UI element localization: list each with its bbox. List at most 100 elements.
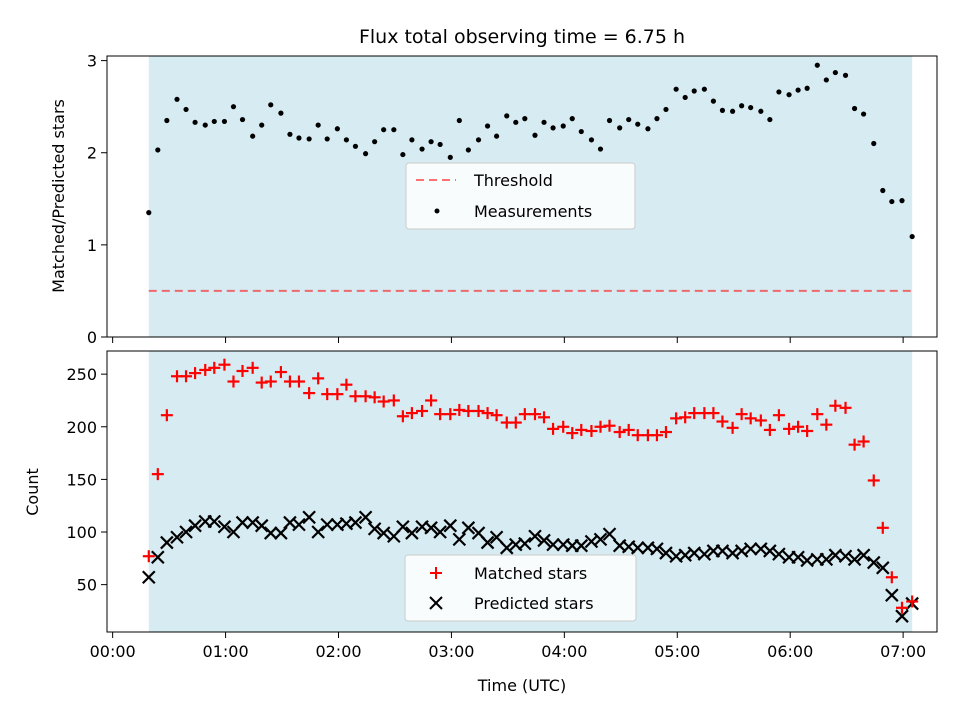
predicted-star-marker bbox=[499, 541, 514, 555]
matched-star-marker bbox=[754, 414, 767, 427]
predicted-star-marker bbox=[593, 532, 608, 547]
matched-star-marker bbox=[716, 415, 729, 428]
measurement-point bbox=[447, 154, 453, 160]
measurement-point bbox=[814, 62, 820, 68]
matched-star-marker bbox=[142, 550, 155, 563]
measurement-point bbox=[287, 131, 293, 137]
measurement-point bbox=[560, 123, 566, 129]
measurement-point bbox=[842, 72, 849, 78]
measurement-point bbox=[871, 140, 877, 147]
matched-star-marker bbox=[622, 423, 635, 436]
x-tick-label: 05:00 bbox=[654, 642, 700, 661]
matched-star-marker bbox=[349, 390, 362, 403]
measurement-point bbox=[409, 137, 415, 143]
measurement-point bbox=[362, 151, 369, 157]
measurement-point bbox=[400, 151, 406, 158]
y-tick-label: 200 bbox=[66, 418, 97, 437]
measurement-point bbox=[183, 106, 189, 113]
matched-star-marker bbox=[151, 468, 164, 481]
measurement-point bbox=[710, 98, 717, 104]
measurement-point bbox=[739, 103, 745, 109]
matched-star-marker bbox=[772, 409, 785, 422]
y-tick-label: 2 bbox=[87, 144, 97, 163]
predicted-star-marker bbox=[348, 515, 363, 530]
predicted-star-marker bbox=[630, 541, 645, 555]
matched-star-marker bbox=[603, 419, 616, 432]
matched-star-marker bbox=[189, 367, 202, 380]
measurement-point bbox=[889, 198, 895, 205]
x-tick-label: 04:00 bbox=[541, 642, 587, 661]
predicted-star-marker bbox=[142, 570, 156, 585]
measurement-point bbox=[823, 77, 829, 83]
matched-star-marker bbox=[735, 408, 748, 421]
matched-star-marker bbox=[557, 420, 570, 433]
predicted-star-marker bbox=[528, 529, 542, 544]
predicted-star-marker bbox=[489, 530, 504, 545]
measurement-point bbox=[146, 210, 152, 216]
y-tick-label: 3 bbox=[87, 52, 97, 71]
predicted-star-marker bbox=[263, 526, 278, 540]
matched-star-marker bbox=[688, 407, 701, 420]
top-x-axis bbox=[112, 337, 904, 343]
predicted-star-marker bbox=[574, 538, 589, 553]
matched-star-marker bbox=[783, 422, 796, 435]
measurement-point bbox=[532, 132, 538, 138]
matched-star-marker bbox=[274, 366, 287, 379]
matched-star-marker bbox=[763, 423, 776, 436]
measurement-point bbox=[372, 139, 378, 145]
matched-star-marker bbox=[236, 364, 249, 377]
measurement-point bbox=[306, 136, 312, 142]
matched-star-marker bbox=[387, 394, 400, 407]
predicted-star-marker bbox=[763, 544, 777, 558]
measurement-point bbox=[202, 122, 208, 128]
matched-star-marker bbox=[264, 375, 277, 388]
matched-star-marker bbox=[160, 409, 173, 422]
measurement-point bbox=[719, 107, 726, 113]
matched-star-marker bbox=[368, 391, 381, 404]
measurement-point bbox=[259, 122, 265, 128]
measurement-point bbox=[493, 133, 500, 139]
matched-star-marker bbox=[820, 418, 833, 431]
measurement-point bbox=[352, 143, 359, 149]
measurement-point bbox=[804, 85, 810, 91]
predicted-star-marker bbox=[743, 542, 758, 556]
matched-star-marker bbox=[321, 388, 334, 401]
measurement-point bbox=[465, 147, 471, 153]
measurement-point bbox=[278, 110, 284, 116]
predicted-star-marker bbox=[170, 530, 184, 545]
matched-stars-points bbox=[142, 358, 919, 614]
matched-star-marker bbox=[829, 399, 842, 412]
predicted-star-marker bbox=[866, 555, 881, 570]
measurement-point bbox=[569, 116, 575, 122]
matched-star-marker bbox=[613, 426, 626, 439]
matched-star-marker bbox=[707, 407, 720, 420]
bottom-x-axis: 00:00 01:00 02:00 03:00 04:00 05:00 06:00 07:00 bbox=[90, 632, 926, 661]
measurement-point bbox=[899, 198, 905, 204]
measurement-point bbox=[832, 69, 838, 76]
bottom-plot-frame bbox=[106, 350, 938, 633]
measurement-point bbox=[748, 104, 754, 111]
predicted-star-marker bbox=[433, 525, 447, 539]
predicted-star-marker bbox=[602, 527, 617, 541]
measurement-point bbox=[635, 121, 641, 127]
matched-star-marker bbox=[792, 420, 805, 433]
measurement-point bbox=[682, 94, 688, 101]
matched-star-marker bbox=[848, 438, 861, 451]
matched-star-marker bbox=[726, 421, 739, 434]
measurement-point bbox=[786, 92, 792, 98]
measurement-point bbox=[343, 137, 350, 143]
matched-star-marker bbox=[857, 435, 870, 448]
y-tick-label: 1 bbox=[87, 236, 97, 255]
predicted-star-marker bbox=[424, 521, 438, 535]
matched-star-marker bbox=[331, 388, 344, 401]
matched-star-marker bbox=[246, 361, 259, 374]
matched-star-marker bbox=[416, 404, 429, 417]
measurement-point bbox=[239, 116, 246, 123]
measurement-point bbox=[673, 86, 679, 92]
measurement-point bbox=[909, 233, 915, 240]
measurement-point bbox=[758, 108, 764, 114]
matched-star-marker bbox=[481, 407, 494, 420]
predicted-star-marker bbox=[245, 515, 260, 530]
measurement-point bbox=[606, 117, 613, 124]
